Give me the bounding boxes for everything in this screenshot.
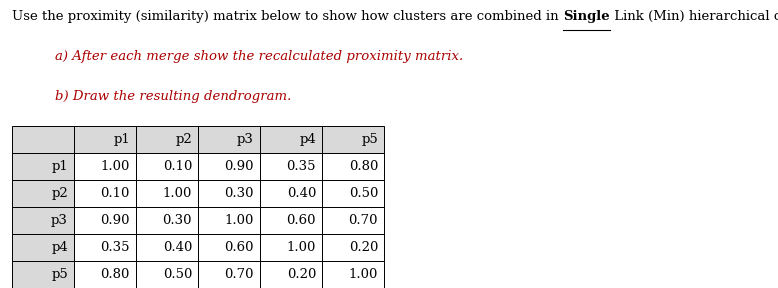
Bar xyxy=(260,207,322,234)
Bar xyxy=(322,180,384,207)
Text: b) Draw the resulting dendrogram.: b) Draw the resulting dendrogram. xyxy=(55,90,292,103)
Text: 0.35: 0.35 xyxy=(286,160,316,173)
Bar xyxy=(74,153,136,180)
Bar xyxy=(322,234,384,261)
Text: 0.50: 0.50 xyxy=(163,268,192,281)
Bar xyxy=(198,153,260,180)
Text: 0.90: 0.90 xyxy=(225,160,254,173)
Text: 0.40: 0.40 xyxy=(163,241,192,254)
Text: 0.90: 0.90 xyxy=(100,214,130,227)
Text: a) After each merge show the recalculated proximity matrix.: a) After each merge show the recalculate… xyxy=(55,50,463,63)
Text: p2: p2 xyxy=(51,187,68,200)
Bar xyxy=(198,180,260,207)
Bar xyxy=(12,126,74,153)
Text: 0.70: 0.70 xyxy=(349,214,378,227)
Bar xyxy=(136,180,198,207)
Text: 1.00: 1.00 xyxy=(286,241,316,254)
Bar xyxy=(198,261,260,288)
Bar xyxy=(260,234,322,261)
Text: 1.00: 1.00 xyxy=(225,214,254,227)
Text: 0.80: 0.80 xyxy=(349,160,378,173)
Text: 0.50: 0.50 xyxy=(349,187,378,200)
Text: Link (Min) hierarchical clustering.: Link (Min) hierarchical clustering. xyxy=(609,10,778,23)
Bar xyxy=(12,207,74,234)
Bar xyxy=(136,261,198,288)
Text: 0.80: 0.80 xyxy=(100,268,130,281)
Text: 0.60: 0.60 xyxy=(225,241,254,254)
Text: p2: p2 xyxy=(175,133,192,146)
Bar xyxy=(12,261,74,288)
Text: 0.30: 0.30 xyxy=(225,187,254,200)
Bar xyxy=(322,126,384,153)
Text: p4: p4 xyxy=(51,241,68,254)
Bar xyxy=(12,180,74,207)
Text: 0.35: 0.35 xyxy=(100,241,130,254)
Text: p1: p1 xyxy=(51,160,68,173)
Text: 0.20: 0.20 xyxy=(349,241,378,254)
Text: 0.40: 0.40 xyxy=(286,187,316,200)
Bar xyxy=(136,153,198,180)
Bar xyxy=(74,261,136,288)
Text: 1.00: 1.00 xyxy=(163,187,192,200)
Bar xyxy=(198,234,260,261)
Bar xyxy=(322,207,384,234)
Text: p5: p5 xyxy=(361,133,378,146)
Text: 1.00: 1.00 xyxy=(100,160,130,173)
Text: p1: p1 xyxy=(114,133,130,146)
Text: Single: Single xyxy=(562,10,609,23)
Bar xyxy=(260,126,322,153)
Text: 1.00: 1.00 xyxy=(349,268,378,281)
Bar xyxy=(12,153,74,180)
Text: p5: p5 xyxy=(51,268,68,281)
Bar xyxy=(260,180,322,207)
Bar xyxy=(322,153,384,180)
Text: 0.10: 0.10 xyxy=(100,187,130,200)
Text: p4: p4 xyxy=(300,133,316,146)
Text: 0.70: 0.70 xyxy=(225,268,254,281)
Text: 0.10: 0.10 xyxy=(163,160,192,173)
Text: 0.20: 0.20 xyxy=(286,268,316,281)
Bar xyxy=(74,207,136,234)
Bar xyxy=(136,207,198,234)
Bar xyxy=(74,234,136,261)
Bar xyxy=(74,126,136,153)
Bar xyxy=(12,234,74,261)
Bar xyxy=(136,126,198,153)
Text: p3: p3 xyxy=(51,214,68,227)
Bar xyxy=(260,261,322,288)
Text: p3: p3 xyxy=(237,133,254,146)
Bar xyxy=(198,207,260,234)
Bar xyxy=(322,261,384,288)
Text: 0.30: 0.30 xyxy=(163,214,192,227)
Text: Use the proximity (similarity) matrix below to show how clusters are combined in: Use the proximity (similarity) matrix be… xyxy=(12,10,562,23)
Bar xyxy=(260,153,322,180)
Text: 0.60: 0.60 xyxy=(286,214,316,227)
Bar xyxy=(136,234,198,261)
Bar xyxy=(198,126,260,153)
Bar xyxy=(74,180,136,207)
